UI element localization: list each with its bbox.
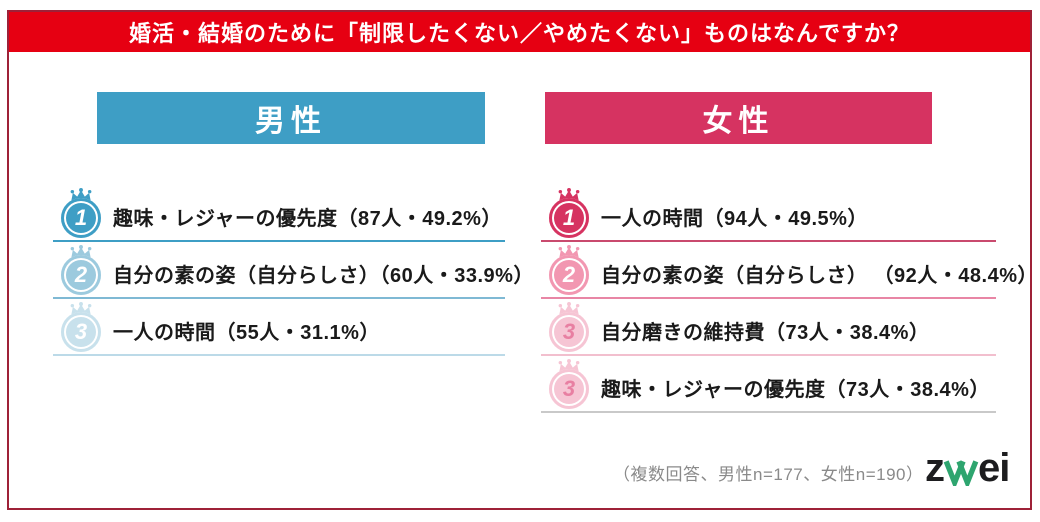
rank-circle: 3 (61, 312, 101, 352)
women-rank-item-3: 3 自分磨きの維持費（73人・38.4%） (541, 302, 996, 356)
rank-circle: 3 (549, 369, 589, 409)
rank-number: 3 (562, 376, 576, 401)
women-rank-item-2: 2 自分の素の姿（自分らしさ） （92人・48.4%） (541, 245, 1038, 299)
page-title: 婚活・結婚のために「制限したくない／やめたくない」ものはなんですか？ (129, 21, 910, 46)
men-ranking-list: 1 趣味・レジャーの優先度（87人・49.2%） 2 自分の素の姿（自分らしさ）… (53, 188, 533, 369)
women-header-label: 女性 (702, 105, 775, 138)
logo-letters-ei: ei (978, 446, 1010, 490)
sample-size-note: （複数回答、男性n=177、女性n=190） (613, 465, 924, 484)
women-rank-item-1: 1 一人の時間（94人・49.5%） (541, 188, 996, 242)
ranking-item-label: 一人の時間（55人・31.1%） (113, 322, 380, 344)
title-banner: 婚活・結婚のために「制限したくない／やめたくない」ものはなんですか？ (9, 12, 1030, 52)
rank-circle: 3 (549, 312, 589, 352)
rank-number: 1 (562, 205, 576, 230)
men-header-label: 男性 (255, 105, 327, 138)
women-column-header: 女性 (545, 92, 932, 144)
rank-3-badge: 3 (61, 302, 101, 352)
rank-number: 2 (562, 262, 576, 287)
men-rank-item-1: 1 趣味・レジャーの優先度（87人・49.2%） (53, 188, 505, 242)
survey-panel: 婚活・結婚のために「制限したくない／やめたくない」ものはなんですか？ 男性 女性… (7, 10, 1038, 510)
ranking-item-label: 自分の素の姿（自分らしさ）（60人・33.9%） (113, 265, 534, 287)
rank-2-badge: 2 (549, 245, 589, 295)
rank-1-badge: 1 (549, 188, 589, 238)
rank-2-badge: 2 (61, 245, 101, 295)
rank-1-badge: 1 (61, 188, 101, 238)
women-ranking-list: 1 一人の時間（94人・49.5%） 2 自分の素の姿（自分らしさ） （92人・… (541, 188, 1038, 426)
rank-circle: 2 (549, 255, 589, 295)
rank-number: 3 (74, 319, 88, 344)
ranking-item-label: 自分磨きの維持費（73人・38.4%） (601, 322, 930, 344)
women-rank-item-4: 3 趣味・レジャーの優先度（73人・38.4%） (541, 359, 996, 413)
men-column-header: 男性 (97, 92, 485, 144)
rank-3-badge: 3 (549, 359, 589, 409)
rank-3-badge: 3 (549, 302, 589, 352)
rank-number: 2 (74, 262, 88, 287)
men-rank-item-2: 2 自分の素の姿（自分らしさ）（60人・33.9%） (53, 245, 533, 299)
men-rank-item-3: 3 一人の時間（55人・31.1%） (53, 302, 505, 356)
rank-circle: 1 (549, 198, 589, 238)
ranking-item-label: 一人の時間（94人・49.5%） (601, 208, 868, 230)
ranking-item-label: 趣味・レジャーの優先度（73人・38.4%） (601, 379, 990, 401)
ranking-item-label: 趣味・レジャーの優先度（87人・49.2%） (113, 208, 502, 230)
logo-letter-z: z (925, 446, 945, 490)
zwei-logo: z ei (925, 446, 1010, 491)
rank-circle: 2 (61, 255, 101, 295)
rank-circle: 1 (61, 198, 101, 238)
logo-w-icon (943, 459, 979, 486)
rank-number: 1 (74, 205, 88, 230)
rank-number: 3 (562, 319, 576, 344)
ranking-item-label: 自分の素の姿（自分らしさ） （92人・48.4%） (601, 265, 1039, 287)
